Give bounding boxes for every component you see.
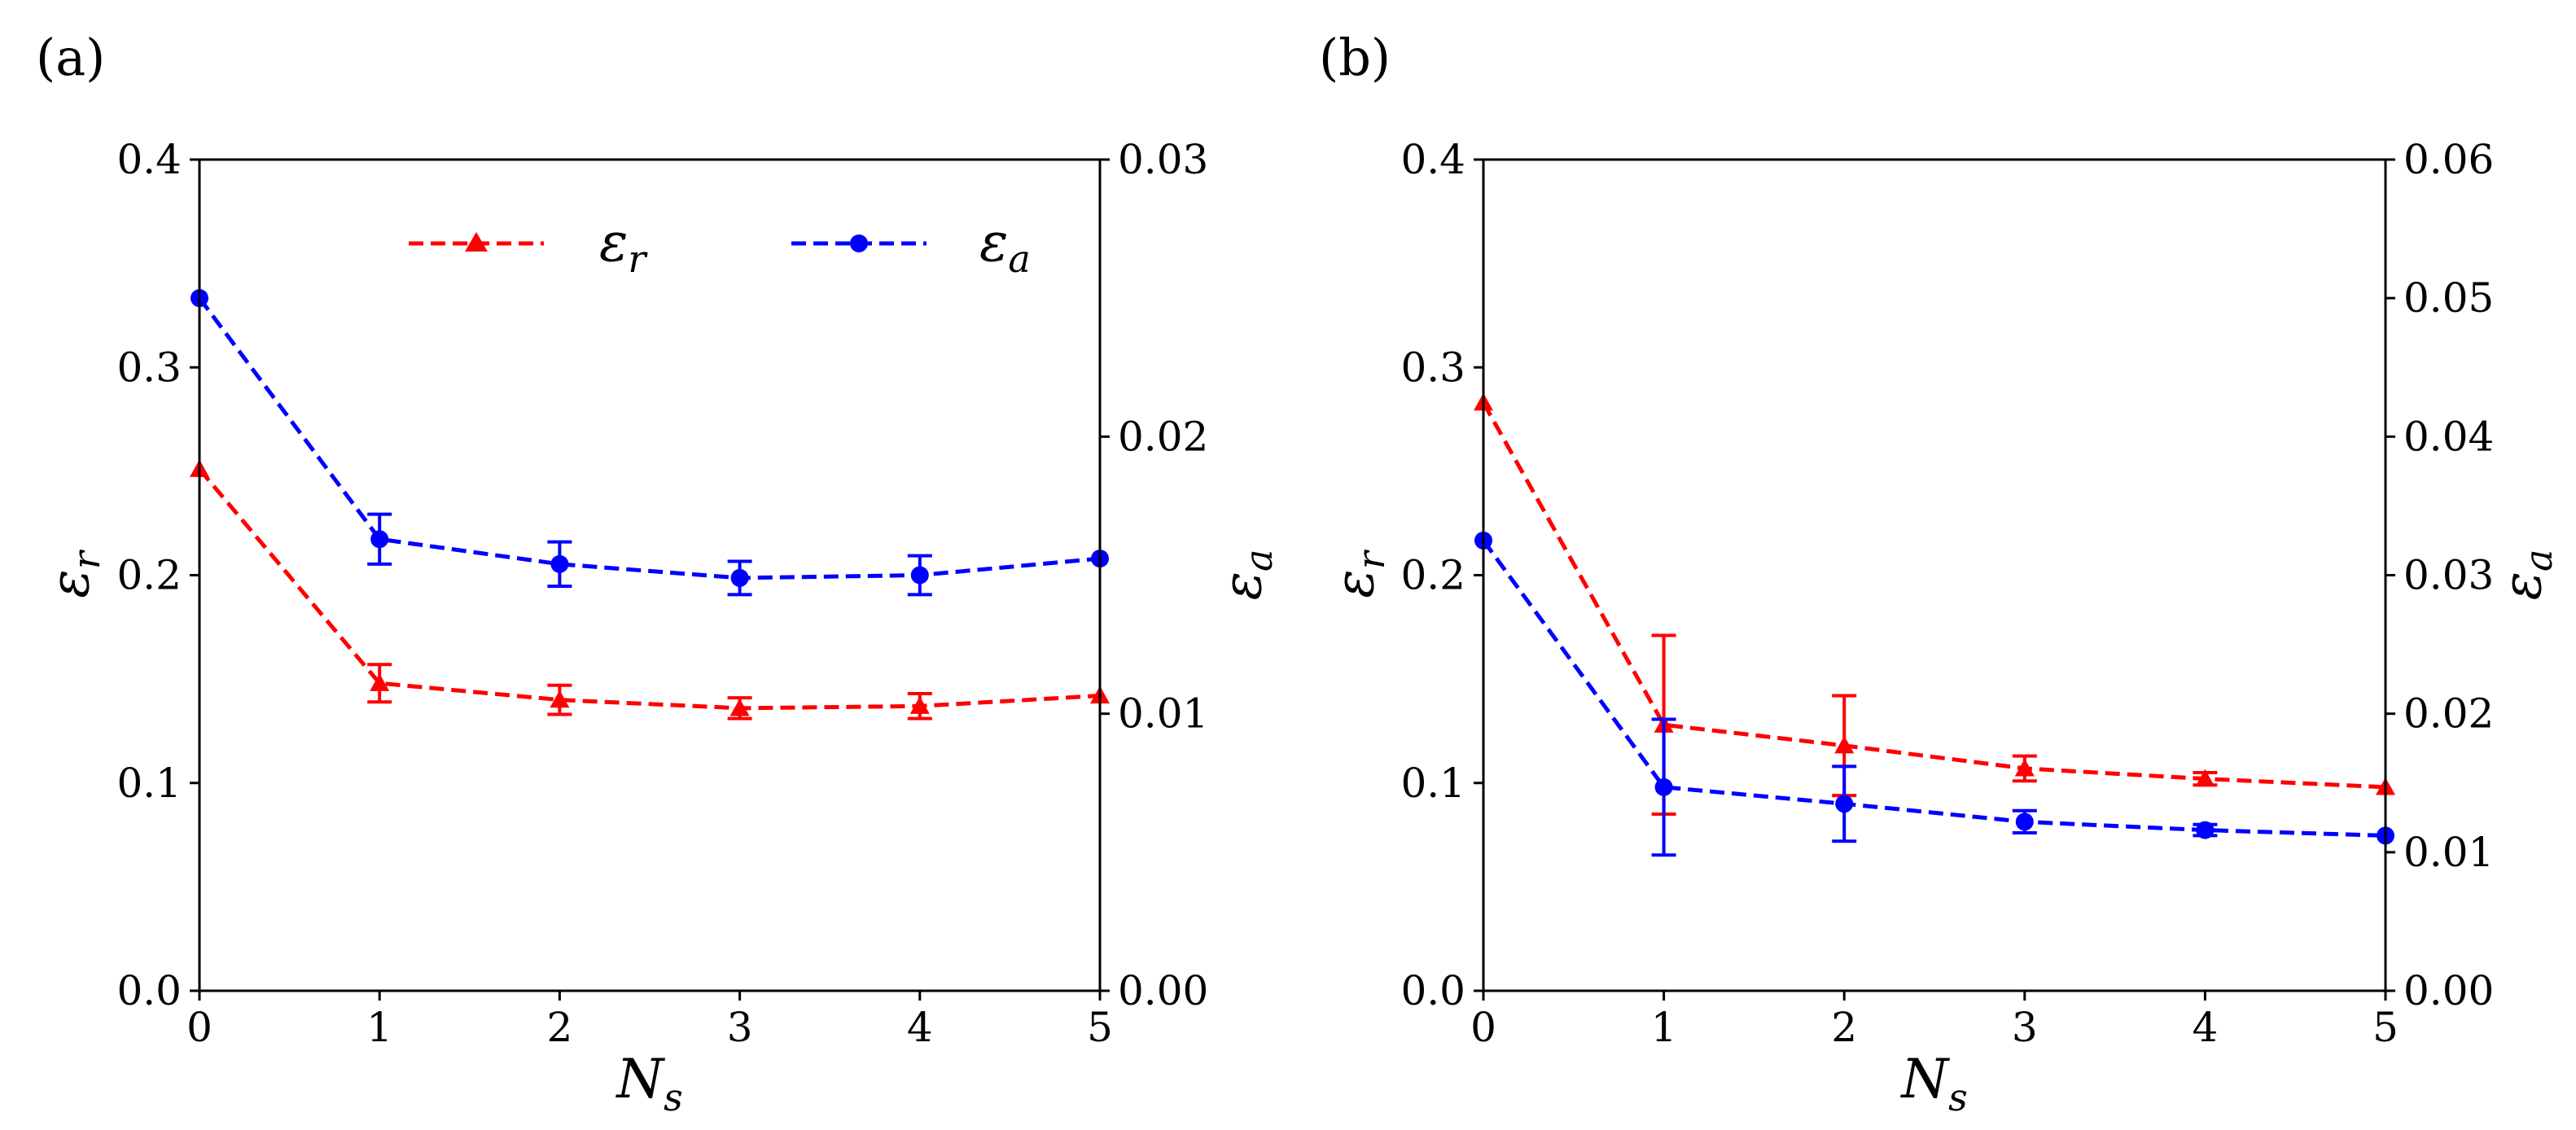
panel-a-er-line (198, 467, 1101, 711)
panel-a-xtick-label: 1 (366, 1004, 392, 1051)
panel-a-ytick-right-label: 0.01 (1118, 690, 1208, 738)
panel-b-ytick-right-label: 0.03 (2403, 552, 2494, 599)
panel-a-xtick-label: 2 (546, 1004, 572, 1051)
panel-a: (a) Ns εr εa 0 1 2 3 4 50.00.10.20.30.40.000.… (36, 28, 1281, 1119)
panel-b-xlabel: Ns (1899, 1048, 1967, 1119)
panel-a-er-point (909, 696, 930, 714)
panel-b-er-line (1481, 401, 2386, 790)
panel-a-ytick-right-label: 0.00 (1118, 967, 1208, 1014)
panel-b-xtick-label: 4 (2192, 1004, 2218, 1051)
panel-a-er-point (729, 698, 750, 716)
panel-b-xlabel-sub: s (1948, 1075, 1968, 1119)
panel-b-ea-point (1835, 795, 1854, 813)
panel-a-ylabel-right-sub: a (1237, 550, 1281, 572)
panel-a-ytick-left-label: 0.1 (116, 760, 182, 807)
panel-b-ytick-left-label: 0.4 (1400, 136, 1465, 183)
panel-a-ylabel-left: εr (38, 549, 108, 598)
legend-entry-ea: εa (791, 211, 1031, 281)
panel-a-label: (a) (36, 28, 105, 87)
panel-b-ylabel-right-sub: a (2517, 550, 2561, 572)
panel-b-ytick-right-label: 0.01 (2403, 829, 2494, 876)
panel-b-xtick-label: 2 (1831, 1004, 1857, 1051)
panel-b-ytick-right-label: 0.02 (2403, 690, 2494, 738)
panel-b-ea-point (1654, 777, 1673, 796)
legend-er-label: εr (599, 211, 648, 281)
panel-b-ea-line (1481, 539, 2386, 838)
panel-b-xtick-label: 5 (2372, 1004, 2399, 1051)
panel-b-ea-point (2015, 812, 2034, 831)
legend-ea-label-sub: a (1008, 237, 1030, 281)
legend-ea-label: εa (979, 211, 1031, 281)
panel-b-ytick-left-label: 0.0 (1400, 967, 1465, 1014)
panel-b-ylabel-left: εr (1323, 549, 1393, 598)
panel-a-ea-point (550, 554, 569, 573)
panel-a-ylabel-right-main: ε (1211, 572, 1273, 600)
panel-b-er-point (2195, 769, 2215, 787)
legend: εr εa (409, 211, 1031, 281)
panel-a-ea-point (370, 530, 389, 549)
panel-b-ylabel-right: εa (2491, 550, 2561, 601)
panel-a-ytick-left-label: 0.0 (116, 967, 182, 1014)
panel-a-er-point (370, 673, 390, 691)
legend-ea-marker (850, 234, 868, 252)
panel-b-er-point (2014, 758, 2035, 777)
panel-a-ytick-right-label: 0.03 (1118, 136, 1208, 183)
panel-a-xlabel: Ns (615, 1048, 682, 1119)
panel-b-ea-point (2196, 821, 2215, 839)
legend-er-label-main: ε (599, 211, 628, 274)
panel-b-xtick-label: 0 (1470, 1004, 1496, 1051)
panel-a-ea-point (730, 568, 749, 587)
panel-a-ylabel-left-main: ε (38, 569, 101, 598)
panel-b-ytick-right-label: 0.04 (2403, 413, 2494, 460)
panel-a-xtick-label: 0 (186, 1004, 212, 1051)
panel-a-xlabel-sub: s (664, 1075, 683, 1119)
panel-b-ytick-right-label: 0.00 (2403, 967, 2494, 1014)
panel-a-plot (190, 289, 1110, 720)
legend-entry-er: εr (409, 211, 648, 281)
legend-er-label-sub: r (628, 237, 648, 281)
panel-b-ytick-right-label: 0.05 (2403, 274, 2494, 322)
panel-b-ytick-left-label: 0.3 (1400, 344, 1465, 391)
panel-a-xtick-label: 3 (727, 1004, 753, 1051)
panel-b-ytick-left-label: 0.2 (1400, 552, 1465, 599)
panel-a-xlabel-main: N (615, 1048, 665, 1110)
panel-a-ytick-left-label: 0.4 (116, 136, 182, 183)
panel-a-ytick-right-label: 0.02 (1118, 413, 1208, 460)
legend-ea-label-main: ε (979, 211, 1008, 274)
panel-a-xtick-label: 5 (1087, 1004, 1113, 1051)
panel-a-ea-point (910, 566, 929, 585)
panel-a-ea-line (197, 296, 1101, 580)
legend-er-marker (465, 232, 488, 252)
panel-b: (b) Ns εr εa 0 1 2 3 4 50.00.10.20.30.40.000.… (1319, 28, 2561, 1119)
panel-b-ytick-right-label: 0.06 (2403, 136, 2494, 183)
panel-b-ylabel-left-main: ε (1323, 569, 1386, 598)
panel-b-xtick-label: 1 (1651, 1004, 1677, 1051)
panel-a-ytick-left-label: 0.3 (116, 344, 182, 391)
panel-b-ylabel-left-sub: r (1349, 549, 1393, 569)
panel-a-ylabel-right: εa (1211, 550, 1281, 601)
panel-a-ytick-left-label: 0.2 (116, 552, 182, 599)
panel-b-plot (1474, 392, 2395, 857)
panel-b-er-point (1834, 735, 1855, 754)
panel-a-xtick-label: 4 (907, 1004, 933, 1051)
panel-b-ylabel-right-main: ε (2491, 572, 2553, 600)
panel-a-ylabel-left-sub: r (64, 549, 108, 569)
panel-b-xlabel-main: N (1899, 1048, 1950, 1110)
panel-b-ytick-left-label: 0.1 (1400, 760, 1465, 807)
panel-b-label: (b) (1319, 28, 1391, 87)
panel-a-ticks: 0 1 2 3 4 5 0.0 0.1 0.2 0.3 0.4 0.00 0.01 0.02 0.03 (116, 136, 1208, 1051)
panel-a-er-point (550, 690, 570, 708)
panel-b-ticks: 0 1 2 3 4 5 0.0 0.1 0.2 0.3 0.4 0.00 0.01 0.02 0.03 0.0… (1400, 136, 2494, 1051)
panel-b-xtick-label: 3 (2012, 1004, 2038, 1051)
